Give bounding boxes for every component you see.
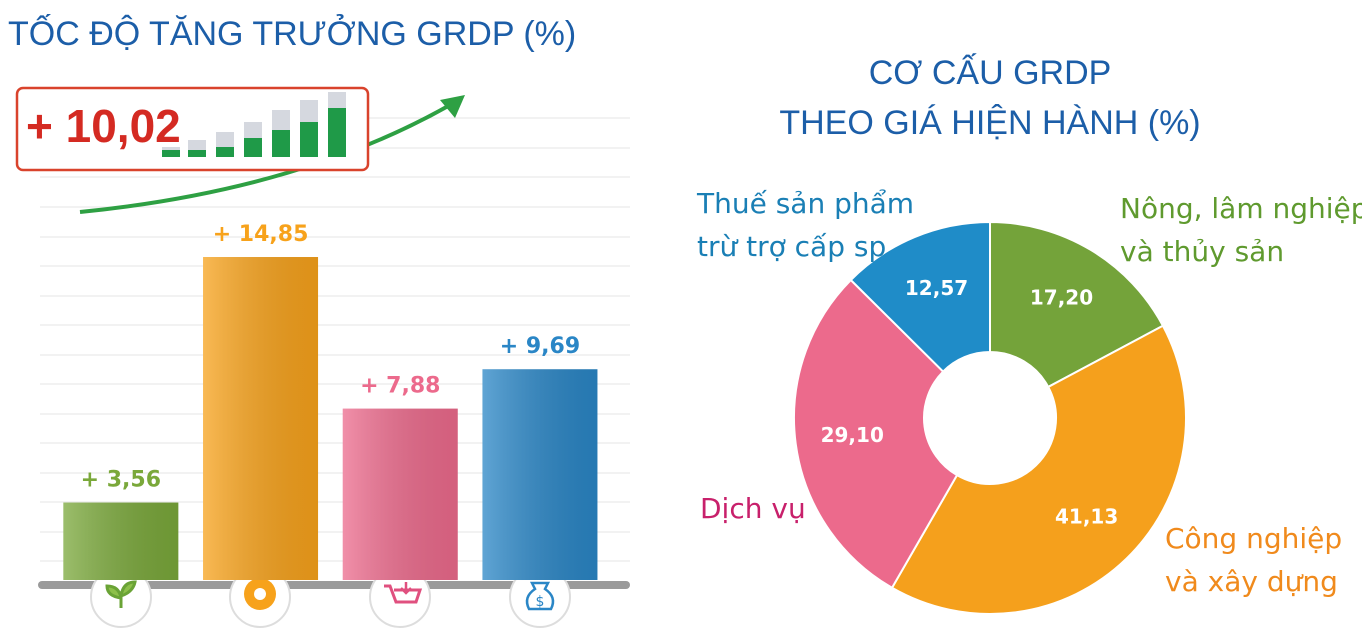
bar-shade [342,408,458,580]
pie-title: THEO GIÁ HIỆN HÀNH (%) [779,104,1200,142]
value-label: + 14,85 [213,222,309,247]
bar-title: TỐC ĐỘ TĂNG TRƯỞNG GRDP (%) [8,14,576,53]
value-label: + 7,88 [360,374,440,399]
slice-label: 12,57 [905,276,968,300]
icon-glyphs: $ [105,578,555,611]
bar-shade [63,502,179,580]
slice [849,220,991,373]
category-label: và xây dựng [1165,565,1338,598]
bar-shade [203,257,319,580]
category-label: Thuế sản phẩm [696,187,914,220]
slice-label: 29,10 [821,423,884,447]
headline-box [15,86,465,214]
category-label: Nông, lâm nghiệp [1120,192,1362,225]
slice [989,220,1165,389]
value-label: + 9,69 [500,334,580,359]
value-label: + 3,56 [81,468,161,493]
baseline [38,581,630,589]
bar-shade [482,369,598,580]
category-label: Công nghiệp [1165,522,1342,555]
slice [890,324,1187,615]
category-label: và thủy sản [1120,235,1284,268]
slice-label: 41,13 [1055,504,1118,528]
headline: + 10,02 [26,100,181,152]
category-label: Dịch vụ [700,492,806,525]
slice-label: 17,20 [1030,285,1093,309]
pie-title: CƠ CẤU GRDP [869,54,1112,92]
category-label: trừ trợ cấp sp [697,230,886,263]
svg-text:$: $ [536,594,545,610]
slice [793,278,959,590]
